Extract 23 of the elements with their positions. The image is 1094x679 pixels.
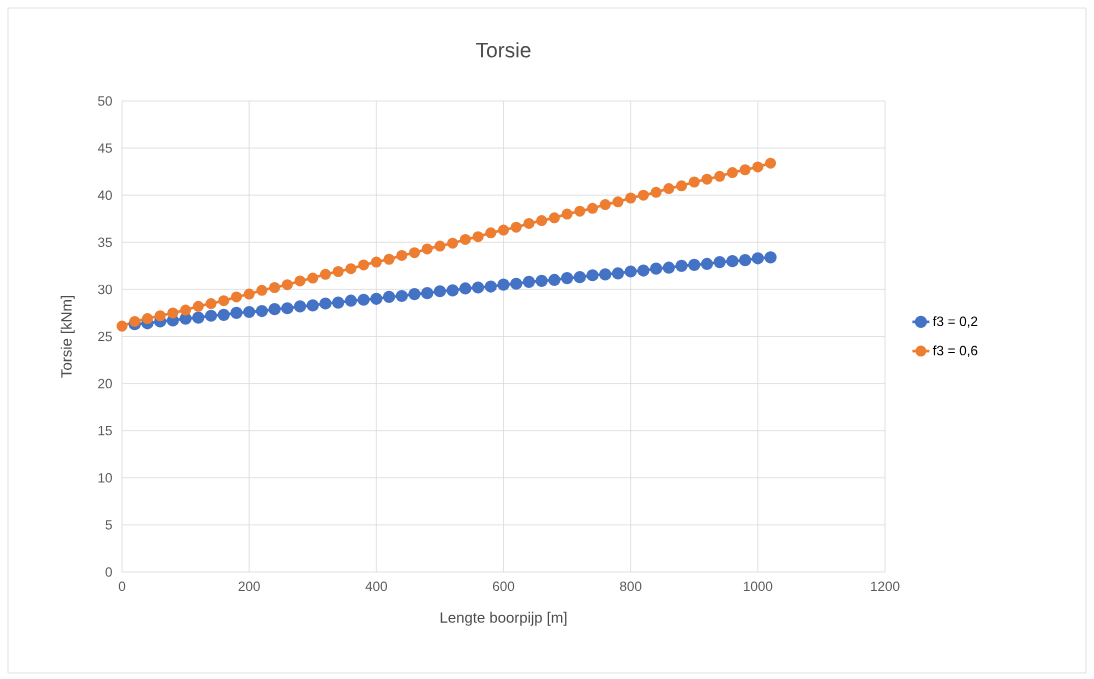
x-tick-label: 0 (118, 581, 126, 592)
y-tick-label: 50 (98, 96, 112, 106)
x-tick-label: 600 (492, 581, 515, 592)
y-tick-label: 45 (97, 143, 112, 153)
y-tick-label: 5 (105, 520, 112, 530)
y-tick-label: 30 (98, 284, 112, 295)
x-tick-label: 200 (238, 581, 260, 592)
y-axis-title: Torsie [kNm] (60, 296, 75, 378)
x-tick-label: 800 (620, 581, 642, 592)
y-tick-label: 0 (105, 567, 112, 577)
legend-label: f3 = 0,2 (932, 316, 978, 328)
x-axis-title: Lengte boorpijp [m] (440, 611, 567, 626)
x-tick-label: 1000 (743, 581, 773, 592)
chart-title: Torsie (476, 42, 531, 58)
y-tick-label: 10 (98, 473, 112, 483)
legend-label: f3 = 0,6 (932, 345, 978, 357)
y-tick-label: 40 (97, 190, 112, 200)
y-tick-label: 15 (98, 426, 112, 436)
y-tick-label: 35 (98, 237, 112, 248)
x-tick-label: 400 (365, 581, 388, 592)
y-tick-label: 25 (98, 331, 112, 342)
x-tick-label: 1200 (871, 581, 900, 592)
y-tick-label: 20 (98, 378, 112, 389)
